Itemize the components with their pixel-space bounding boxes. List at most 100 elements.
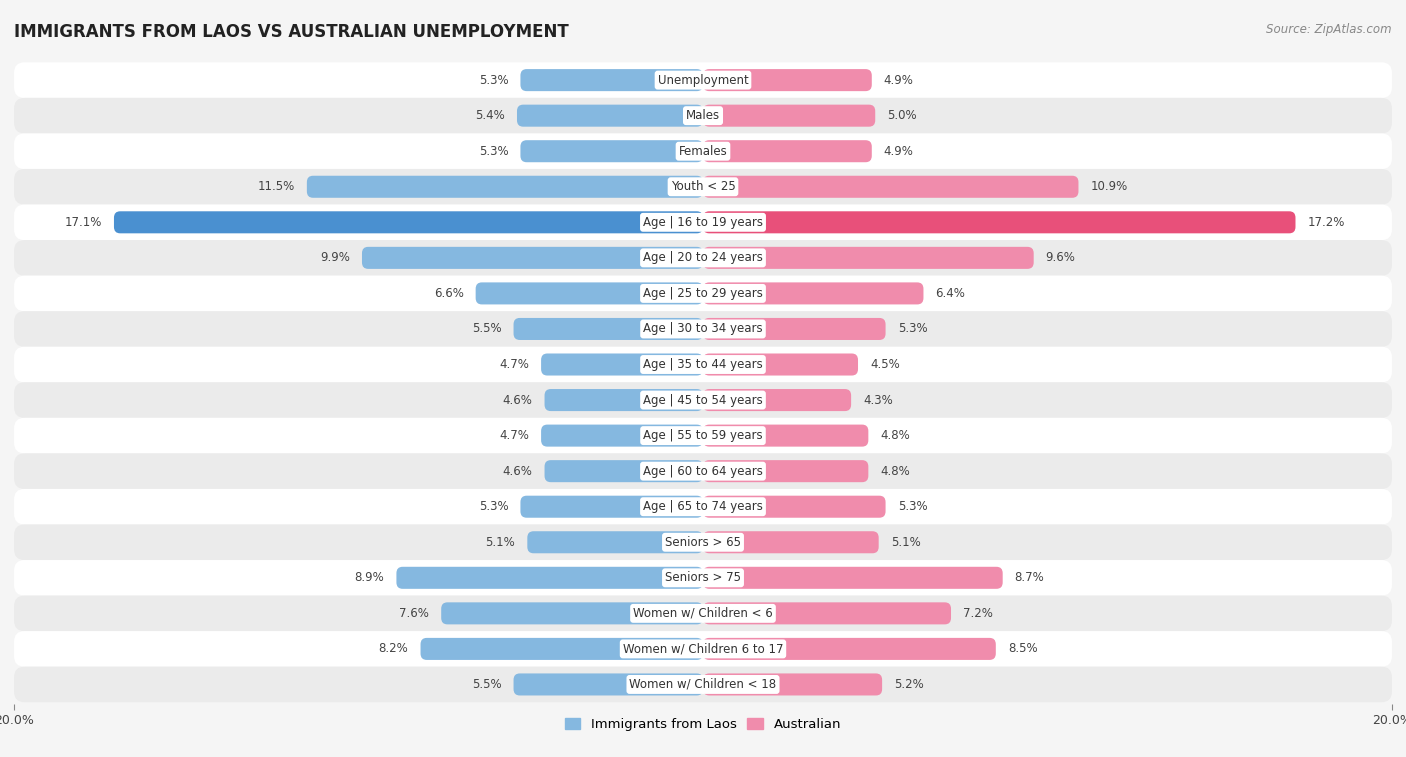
Text: 5.3%: 5.3% [479,500,509,513]
FancyBboxPatch shape [114,211,703,233]
Text: 5.4%: 5.4% [475,109,505,122]
FancyBboxPatch shape [14,240,1392,276]
Text: 6.6%: 6.6% [433,287,464,300]
Text: Age | 20 to 24 years: Age | 20 to 24 years [643,251,763,264]
Text: Females: Females [679,145,727,157]
Text: 5.2%: 5.2% [894,678,924,691]
FancyBboxPatch shape [14,62,1392,98]
FancyBboxPatch shape [703,140,872,162]
Text: IMMIGRANTS FROM LAOS VS AUSTRALIAN UNEMPLOYMENT: IMMIGRANTS FROM LAOS VS AUSTRALIAN UNEMP… [14,23,569,41]
FancyBboxPatch shape [703,69,872,91]
FancyBboxPatch shape [703,176,1078,198]
Text: 6.4%: 6.4% [935,287,966,300]
FancyBboxPatch shape [517,104,703,126]
Text: 4.8%: 4.8% [880,465,910,478]
FancyBboxPatch shape [703,425,869,447]
FancyBboxPatch shape [703,603,950,625]
Text: Source: ZipAtlas.com: Source: ZipAtlas.com [1267,23,1392,36]
FancyBboxPatch shape [396,567,703,589]
Text: 5.3%: 5.3% [479,145,509,157]
Text: 8.5%: 8.5% [1008,643,1038,656]
Text: 4.6%: 4.6% [502,465,533,478]
Text: 4.3%: 4.3% [863,394,893,407]
Text: 7.2%: 7.2% [963,607,993,620]
FancyBboxPatch shape [361,247,703,269]
Text: Age | 16 to 19 years: Age | 16 to 19 years [643,216,763,229]
Text: 4.9%: 4.9% [884,73,914,86]
Text: Males: Males [686,109,720,122]
Text: Age | 65 to 74 years: Age | 65 to 74 years [643,500,763,513]
FancyBboxPatch shape [14,98,1392,133]
FancyBboxPatch shape [14,418,1392,453]
Text: Age | 60 to 64 years: Age | 60 to 64 years [643,465,763,478]
Text: 4.9%: 4.9% [884,145,914,157]
Text: 8.9%: 8.9% [354,572,384,584]
Text: 5.3%: 5.3% [897,322,927,335]
FancyBboxPatch shape [703,211,1295,233]
Text: 5.1%: 5.1% [485,536,515,549]
FancyBboxPatch shape [14,489,1392,525]
Text: 4.6%: 4.6% [502,394,533,407]
Text: 5.1%: 5.1% [891,536,921,549]
FancyBboxPatch shape [420,638,703,660]
FancyBboxPatch shape [14,453,1392,489]
FancyBboxPatch shape [703,247,1033,269]
FancyBboxPatch shape [14,631,1392,667]
Text: 5.3%: 5.3% [479,73,509,86]
Text: 8.2%: 8.2% [378,643,409,656]
FancyBboxPatch shape [14,667,1392,702]
Text: 5.5%: 5.5% [472,678,502,691]
FancyBboxPatch shape [475,282,703,304]
FancyBboxPatch shape [520,496,703,518]
FancyBboxPatch shape [703,389,851,411]
FancyBboxPatch shape [703,531,879,553]
FancyBboxPatch shape [703,638,995,660]
Text: Unemployment: Unemployment [658,73,748,86]
FancyBboxPatch shape [14,382,1392,418]
Text: 11.5%: 11.5% [257,180,295,193]
Text: Women w/ Children 6 to 17: Women w/ Children 6 to 17 [623,643,783,656]
Legend: Immigrants from Laos, Australian: Immigrants from Laos, Australian [560,712,846,736]
FancyBboxPatch shape [513,674,703,696]
Text: 4.7%: 4.7% [499,358,529,371]
FancyBboxPatch shape [541,354,703,375]
Text: 5.3%: 5.3% [897,500,927,513]
Text: Women w/ Children < 18: Women w/ Children < 18 [630,678,776,691]
FancyBboxPatch shape [703,674,882,696]
FancyBboxPatch shape [703,318,886,340]
FancyBboxPatch shape [541,425,703,447]
Text: Age | 55 to 59 years: Age | 55 to 59 years [643,429,763,442]
FancyBboxPatch shape [14,169,1392,204]
FancyBboxPatch shape [703,354,858,375]
FancyBboxPatch shape [520,69,703,91]
FancyBboxPatch shape [513,318,703,340]
Text: 5.0%: 5.0% [887,109,917,122]
Text: 9.9%: 9.9% [321,251,350,264]
FancyBboxPatch shape [544,460,703,482]
FancyBboxPatch shape [14,311,1392,347]
Text: 17.2%: 17.2% [1308,216,1346,229]
Text: 17.1%: 17.1% [65,216,101,229]
Text: 9.6%: 9.6% [1046,251,1076,264]
Text: Age | 25 to 29 years: Age | 25 to 29 years [643,287,763,300]
FancyBboxPatch shape [703,567,1002,589]
FancyBboxPatch shape [544,389,703,411]
FancyBboxPatch shape [14,560,1392,596]
Text: 4.8%: 4.8% [880,429,910,442]
Text: Seniors > 65: Seniors > 65 [665,536,741,549]
Text: 4.7%: 4.7% [499,429,529,442]
Text: 4.5%: 4.5% [870,358,900,371]
Text: 7.6%: 7.6% [399,607,429,620]
Text: Age | 30 to 34 years: Age | 30 to 34 years [643,322,763,335]
Text: Women w/ Children < 6: Women w/ Children < 6 [633,607,773,620]
FancyBboxPatch shape [527,531,703,553]
FancyBboxPatch shape [703,282,924,304]
FancyBboxPatch shape [441,603,703,625]
FancyBboxPatch shape [703,460,869,482]
FancyBboxPatch shape [520,140,703,162]
FancyBboxPatch shape [14,347,1392,382]
Text: Age | 35 to 44 years: Age | 35 to 44 years [643,358,763,371]
FancyBboxPatch shape [307,176,703,198]
FancyBboxPatch shape [14,596,1392,631]
Text: 8.7%: 8.7% [1015,572,1045,584]
